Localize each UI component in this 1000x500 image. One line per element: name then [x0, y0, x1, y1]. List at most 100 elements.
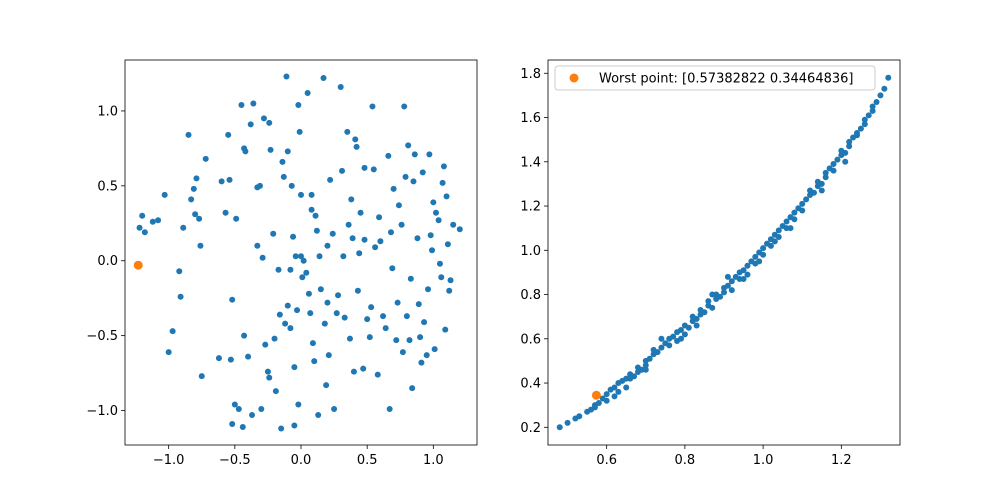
data-point	[658, 344, 665, 351]
data-point	[443, 193, 450, 200]
data-point	[429, 247, 436, 254]
data-point	[756, 258, 763, 265]
data-point	[791, 209, 798, 216]
data-point	[423, 352, 430, 359]
data-point	[249, 412, 256, 419]
data-point	[308, 191, 315, 198]
data-point	[405, 142, 412, 149]
data-point	[369, 103, 376, 110]
data-point	[298, 253, 304, 260]
data-point	[407, 275, 414, 282]
data-point	[290, 233, 297, 240]
data-point	[222, 209, 229, 216]
data-point	[155, 217, 162, 224]
data-point	[564, 419, 571, 426]
data-point	[313, 227, 320, 234]
y-tick-label: 1.6	[520, 111, 541, 126]
data-point	[346, 335, 353, 342]
data-point	[744, 262, 751, 269]
data-point	[869, 107, 876, 114]
data-point	[447, 277, 454, 284]
data-point	[315, 412, 322, 419]
data-point	[169, 328, 176, 335]
data-point	[374, 371, 381, 378]
data-point	[196, 215, 203, 222]
data-point	[810, 189, 817, 196]
data-point	[282, 320, 289, 327]
data-point	[284, 148, 291, 155]
data-point	[320, 74, 327, 81]
data-point	[627, 375, 634, 382]
data-point	[595, 399, 602, 406]
data-point	[370, 166, 377, 173]
data-point	[658, 335, 665, 342]
data-point	[873, 99, 880, 106]
axes-frame	[124, 59, 478, 446]
data-point	[325, 352, 332, 359]
data-point	[799, 200, 806, 207]
data-point	[372, 244, 379, 251]
x-tick-label: 0.6	[596, 453, 617, 468]
data-point	[309, 340, 316, 347]
data-point	[177, 293, 184, 300]
data-point	[329, 230, 336, 237]
data-point	[436, 260, 443, 267]
data-point	[419, 169, 426, 176]
data-point	[398, 221, 405, 228]
data-point	[323, 382, 330, 389]
x-tick-label: 1.0	[423, 453, 444, 468]
data-point	[556, 424, 563, 431]
data-point	[341, 314, 348, 321]
data-point	[670, 333, 677, 340]
data-point	[266, 119, 273, 126]
y-tick-label: 0.6	[520, 332, 541, 347]
data-point	[395, 202, 402, 209]
data-point	[180, 224, 187, 231]
data-point	[693, 315, 700, 322]
data-point	[414, 235, 421, 242]
data-point	[409, 385, 416, 392]
y-tick-label: 0.5	[97, 179, 118, 194]
data-point	[853, 132, 860, 139]
data-point	[775, 227, 782, 234]
y-tick-label: 0.0	[97, 254, 118, 269]
data-point	[666, 342, 673, 349]
data-point	[430, 199, 437, 206]
data-point	[431, 346, 438, 353]
data-point	[677, 335, 684, 342]
y-tick-label: 0.8	[520, 288, 541, 303]
data-point	[842, 149, 849, 156]
data-point	[202, 155, 209, 162]
data-point	[642, 362, 649, 369]
data-point	[390, 185, 397, 192]
data-point	[421, 319, 428, 326]
data-point	[411, 151, 418, 158]
data-point	[427, 232, 434, 239]
data-point	[386, 406, 393, 413]
data-point	[262, 341, 269, 348]
data-point	[861, 121, 868, 128]
data-point	[881, 85, 888, 92]
data-point	[402, 173, 409, 180]
data-point	[256, 182, 263, 189]
data-point	[294, 307, 301, 314]
data-point	[190, 185, 197, 192]
data-point	[760, 251, 767, 258]
data-point	[275, 266, 282, 273]
data-point	[432, 209, 439, 216]
data-point	[307, 310, 314, 317]
data-point	[857, 125, 864, 132]
left-scatter-plot: −1.0 −0.5 0.0 0.5 1.0 −1.0 −0.5 0.0 0.5 1.0	[86, 59, 478, 468]
data-point	[869, 103, 876, 110]
x-tick-label: 0.0	[291, 453, 312, 468]
y-tick-label: 1.8	[520, 67, 541, 82]
data-point	[787, 225, 794, 232]
data-point	[771, 238, 778, 245]
data-point	[685, 324, 692, 331]
data-point	[292, 253, 299, 260]
data-point	[295, 401, 302, 408]
worst-point-marker	[591, 390, 601, 400]
y-tick-label: 1.0	[97, 104, 118, 119]
data-point	[368, 304, 375, 311]
